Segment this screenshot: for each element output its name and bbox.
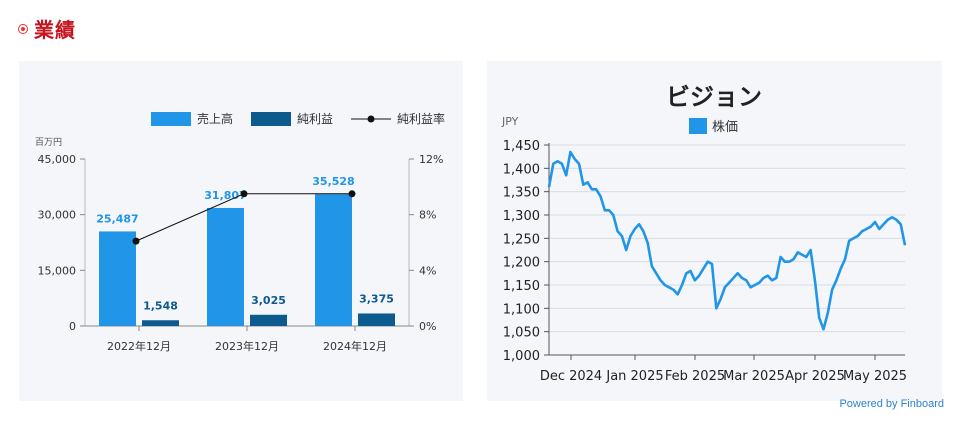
legend-label-1: 純利益 — [297, 112, 333, 126]
x-tick-label: May 2025 — [843, 369, 907, 384]
x-tick-label: Feb 2025 — [665, 369, 725, 384]
y-tick-label: 15,000 — [38, 264, 77, 277]
margin-rate-point — [240, 190, 248, 198]
profit-bar — [250, 314, 287, 326]
legend-swatch-0 — [151, 112, 191, 126]
profit-data-label: 3,375 — [359, 292, 394, 305]
y-tick-label: 1,150 — [503, 279, 540, 294]
powered-by-link[interactable]: Powered by Finboard — [839, 398, 944, 410]
x-tick-label: 2022年12月 — [107, 339, 171, 353]
sales-bar — [99, 231, 136, 326]
section-title: 業績 — [34, 18, 76, 42]
y-axis-unit: JPY — [501, 115, 519, 128]
sales-data-label: 35,528 — [312, 175, 354, 188]
profit-data-label: 1,548 — [143, 299, 178, 312]
y2-tick-label: 12% — [419, 153, 443, 166]
y-tick-label: 45,000 — [38, 153, 77, 166]
y-unit-label: 百万円 — [35, 137, 62, 148]
y-tick-label: 1,400 — [503, 162, 540, 177]
y-tick-label: 1,100 — [503, 302, 540, 317]
x-tick-label: Jan 2025 — [605, 369, 663, 384]
margin-rate-point — [132, 237, 140, 245]
profit-bar — [142, 320, 179, 326]
y-tick-label: 0 — [69, 320, 76, 333]
y-tick-label: 1,200 — [503, 256, 540, 271]
margin-rate-point — [348, 190, 356, 198]
x-tick-label: Mar 2025 — [723, 369, 785, 384]
legend-label-0: 売上高 — [197, 111, 233, 126]
y2-tick-label: 0% — [419, 320, 436, 333]
x-tick-label: Apr 2025 — [785, 369, 845, 384]
section-header: 業績 — [18, 14, 76, 43]
legend-swatch — [689, 118, 707, 134]
y-tick-label: 1,000 — [503, 349, 540, 364]
chart-title: ビジョン — [666, 83, 762, 111]
x-tick-label: Dec 2024 — [540, 369, 602, 384]
sales-data-label: 25,487 — [96, 212, 138, 225]
legend-marker-2 — [367, 115, 375, 123]
y-tick-label: 1,250 — [503, 232, 540, 247]
legend-swatch-1 — [251, 112, 291, 126]
profit-bar — [358, 313, 395, 326]
y-tick-label: 1,300 — [503, 209, 540, 224]
legend-label: 株価 — [712, 120, 738, 135]
x-tick-label: 2024年12月 — [323, 339, 387, 353]
y-tick-label: 1,450 — [503, 139, 540, 154]
x-tick-label: 2023年12月 — [215, 339, 279, 353]
sales-bar — [207, 207, 244, 326]
y2-tick-label: 4% — [419, 264, 436, 277]
y2-tick-label: 8% — [419, 209, 436, 222]
sales-data-label: 31,807 — [204, 189, 246, 202]
financials-chart-panel: 売上高 純利益 純利益率百万円 0 15,000 30,000 45,000 0% 4% 8% 12… — [19, 61, 463, 401]
bullet-icon — [18, 23, 28, 34]
stock-chart-panel: ビジョン株価 JPY 1,000 1,050 1,100 1,150 1,200 1,250 1… — [487, 61, 942, 401]
profit-data-label: 3,025 — [251, 294, 286, 307]
sales-bar — [315, 194, 352, 326]
y-tick-label: 1,050 — [503, 326, 540, 341]
stock-price-line — [547, 150, 907, 331]
y-tick-label: 1,350 — [503, 186, 540, 201]
legend-label-2: 純利益率 — [397, 111, 445, 126]
y-tick-label: 30,000 — [38, 209, 77, 222]
